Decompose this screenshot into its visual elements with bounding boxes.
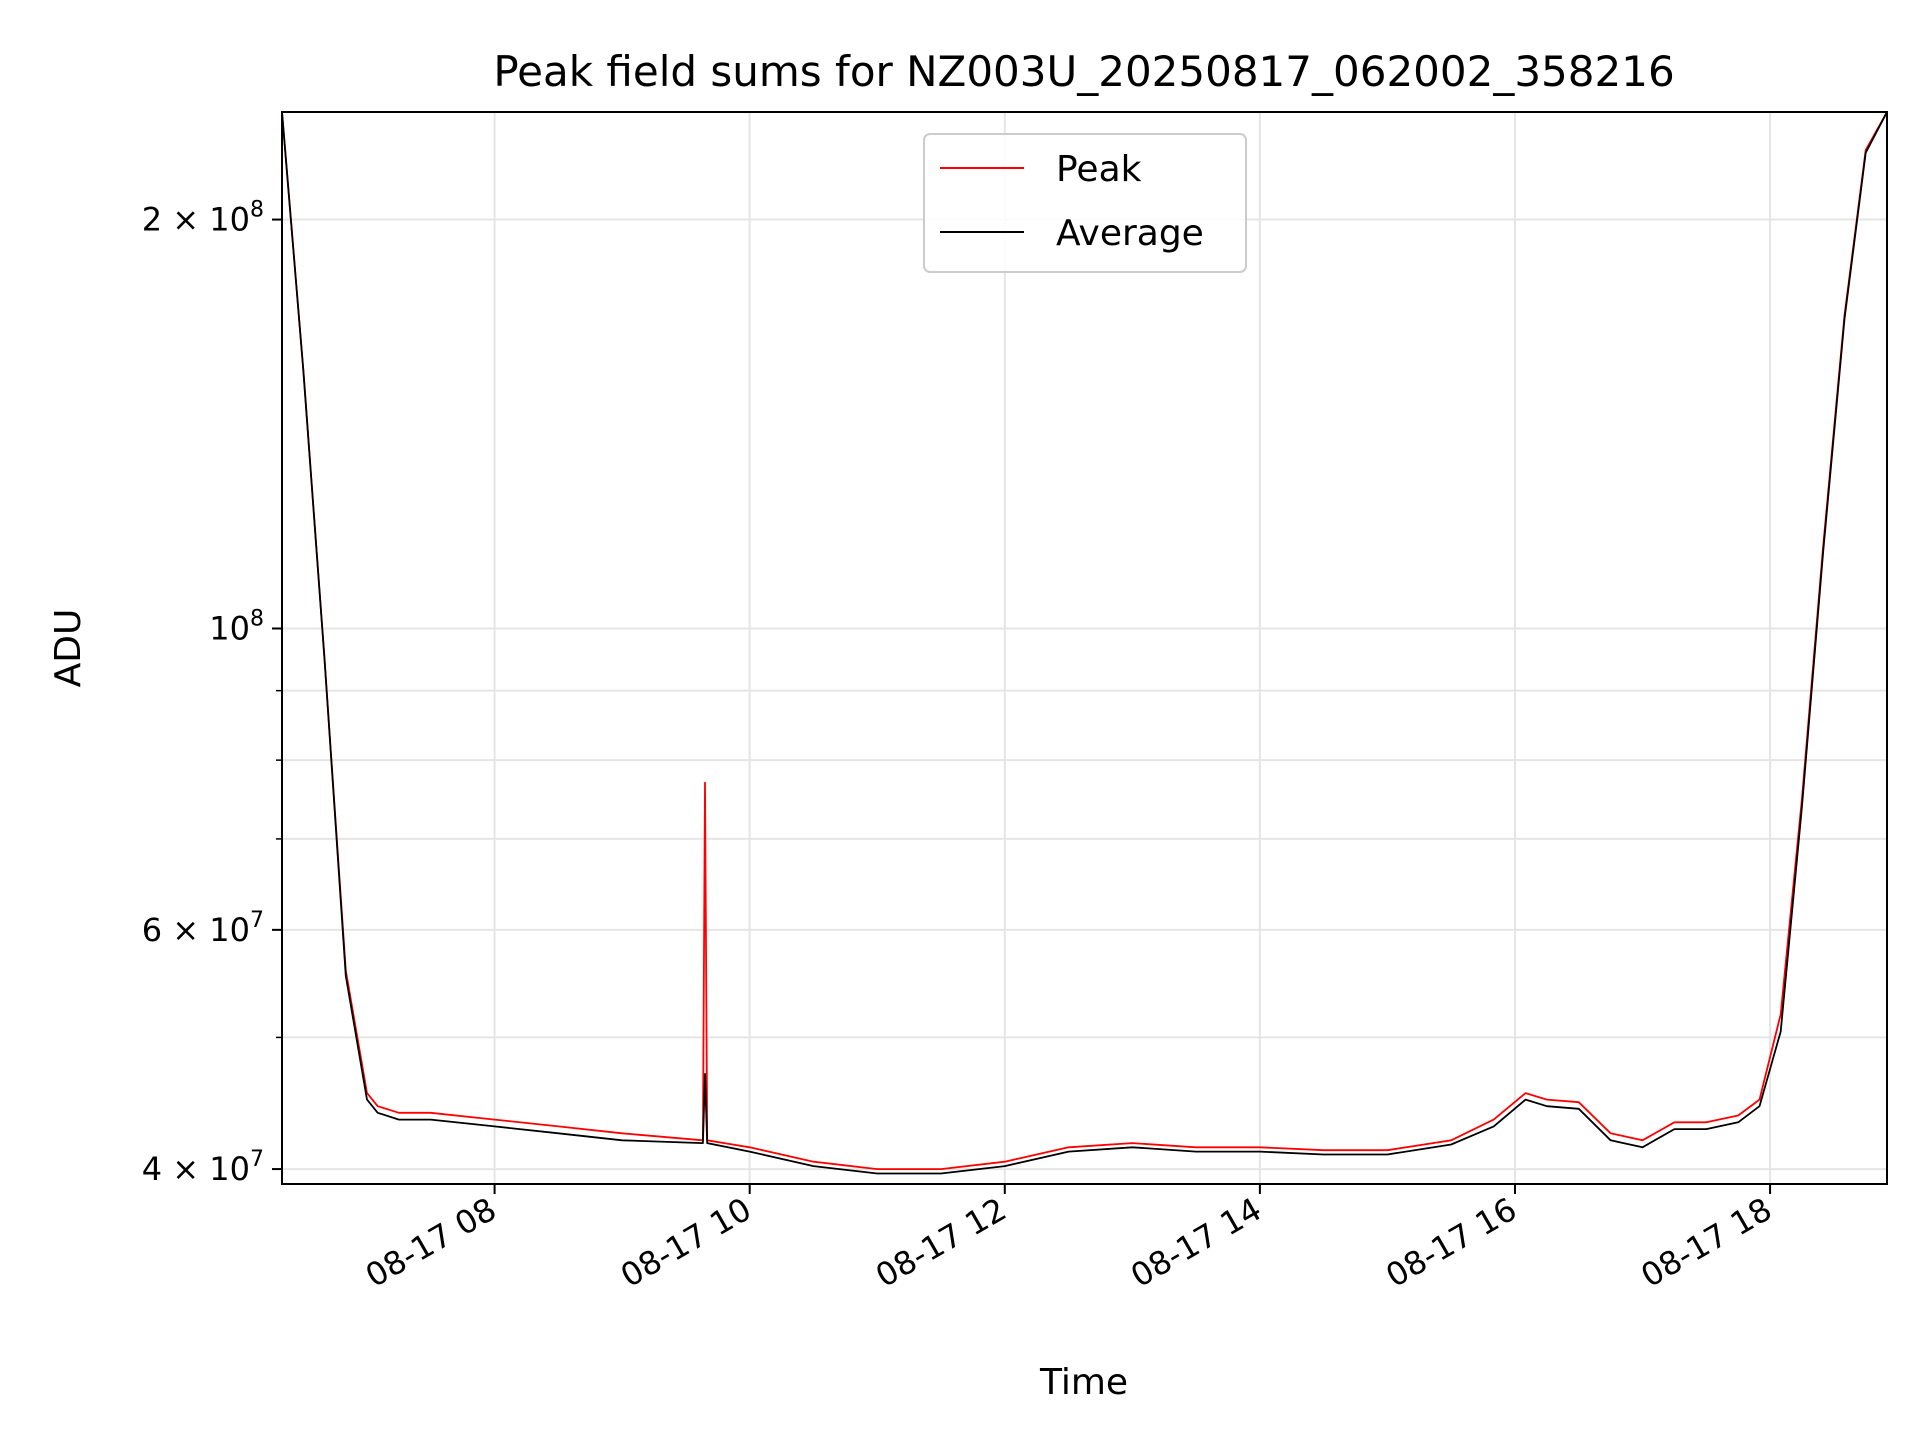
y-tick-label: 2 × 108	[142, 198, 264, 239]
y-tick-label: 6 × 107	[142, 908, 264, 949]
series-line-peak	[282, 112, 1887, 1170]
legend-label-average: Average	[1056, 213, 1204, 254]
y-axis-label: ADU	[48, 609, 89, 688]
x-axis-label: Time	[1039, 1362, 1128, 1403]
legend: Peak Average	[923, 133, 1247, 273]
y-axis: 4 × 107 6 × 107 108 2 × 108	[142, 198, 282, 1188]
series-line-average	[282, 112, 1887, 1175]
legend-label-peak: Peak	[1056, 149, 1142, 190]
y-tick-label: 4 × 107	[142, 1147, 264, 1188]
y-tick-label: 108	[209, 606, 264, 647]
plot-frame	[281, 111, 1888, 1185]
plot-lines	[282, 112, 1887, 1175]
chart-title: Peak field sums for NZ003U_20250817_0620…	[493, 47, 1674, 96]
